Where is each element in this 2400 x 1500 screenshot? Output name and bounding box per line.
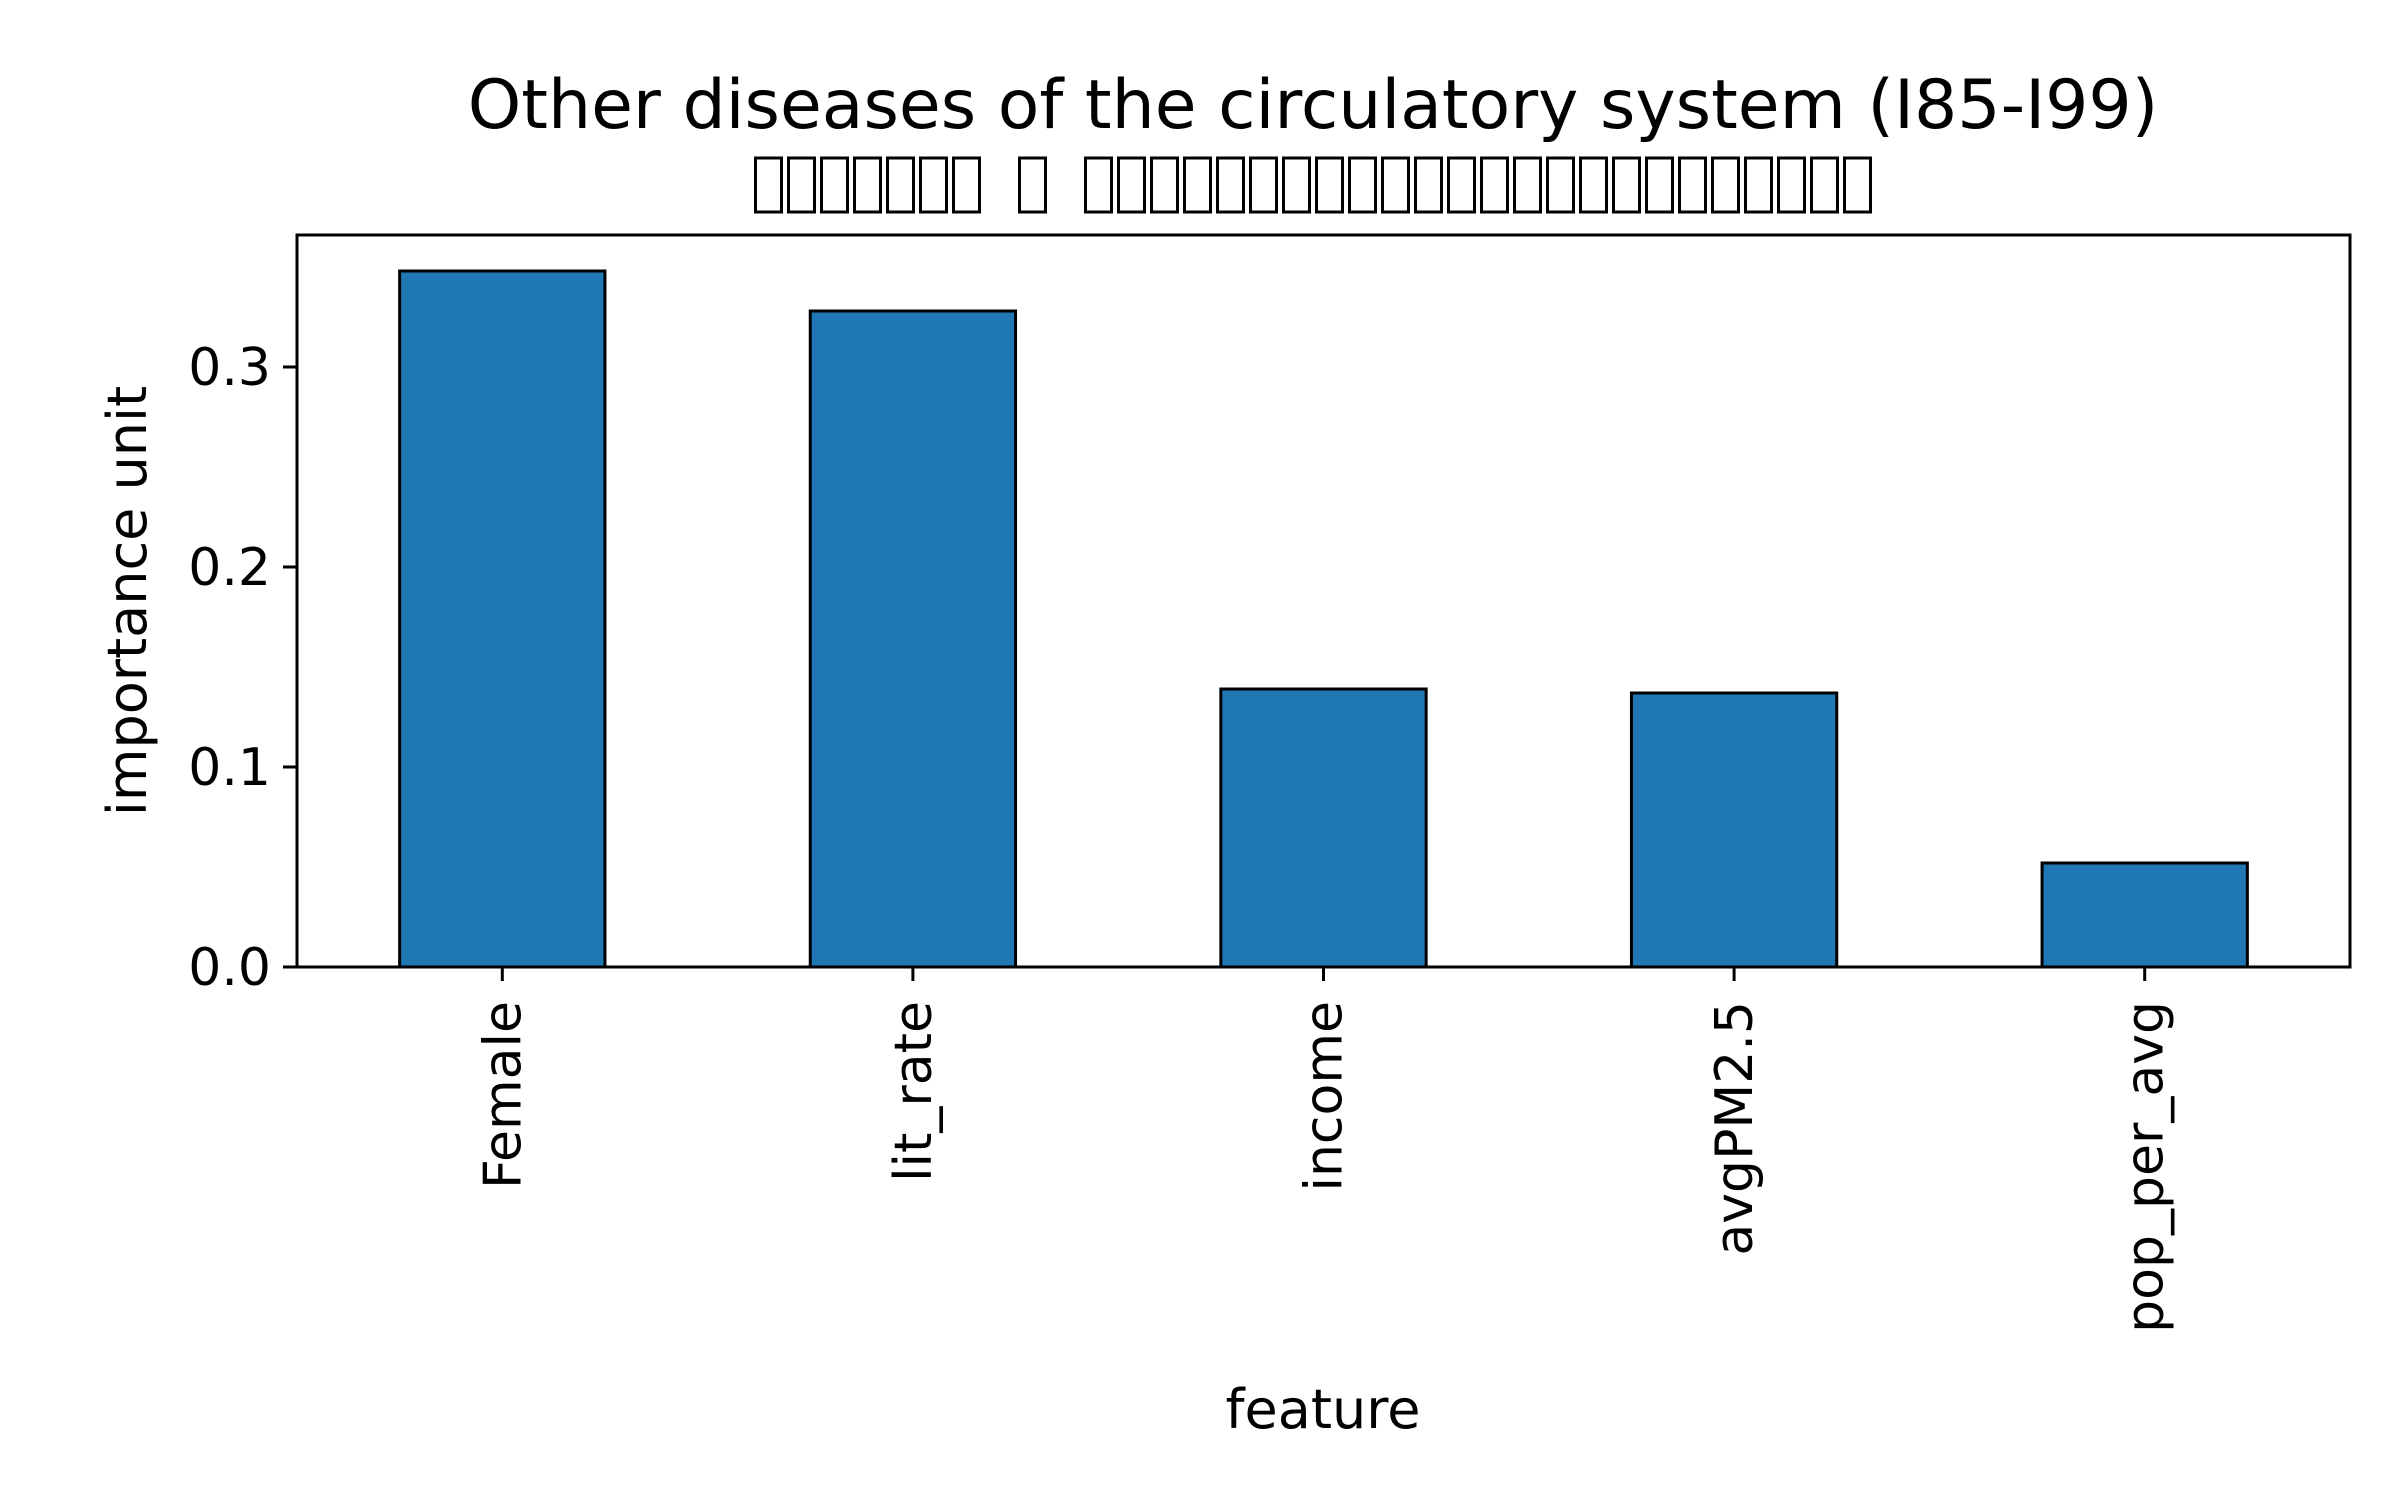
chart-subtitle-glyphs: [754, 156, 1872, 214]
missing-glyph-box: [1183, 156, 1212, 214]
missing-glyph-box: [1018, 156, 1047, 214]
x-axis-label: feature: [1226, 1378, 1421, 1441]
missing-glyph-box: [1150, 156, 1179, 214]
y-tick-label: 0.1: [188, 738, 271, 798]
y-axis-label: importance unit: [96, 386, 159, 816]
missing-glyph-box: [1414, 156, 1443, 214]
bar-lit-rate: [808, 309, 1018, 969]
bar-female: [398, 269, 607, 969]
missing-glyph-box: [1249, 156, 1278, 214]
missing-glyph-box: [1744, 156, 1773, 214]
bar-avgpm2-5: [1629, 691, 1839, 969]
missing-glyph-box: [1843, 156, 1872, 214]
missing-glyph-box: [1480, 156, 1509, 214]
missing-glyph-box: [1348, 156, 1377, 214]
missing-glyph-box: [1711, 156, 1740, 214]
bars-group: [398, 269, 2249, 969]
missing-glyph-box: [1546, 156, 1575, 214]
x-tick-label: income: [1295, 1001, 1355, 1191]
missing-glyph-box: [1084, 156, 1113, 214]
missing-glyph-box: [787, 156, 816, 214]
missing-glyph-box: [1315, 156, 1344, 214]
missing-glyph-box: [1612, 156, 1641, 214]
missing-glyph-box: [1381, 156, 1410, 214]
x-tick-label: avgPM2.5: [1705, 1001, 1765, 1256]
missing-glyph-box: [1645, 156, 1674, 214]
bar-income: [1219, 687, 1428, 969]
x-tick-label: Female: [473, 1001, 533, 1189]
missing-glyph-box: [919, 156, 948, 214]
x-tick-label: pop_per_avg: [2116, 1001, 2176, 1333]
y-axis: 0.0 0.1 0.2 0.3: [188, 338, 297, 998]
chart-title: Other diseases of the circulatory system…: [468, 66, 2158, 145]
missing-glyph-box: [820, 156, 849, 214]
missing-glyph-box: [754, 156, 783, 214]
missing-glyph-box: [886, 156, 915, 214]
missing-glyph-box: [853, 156, 882, 214]
missing-glyph-box: [1447, 156, 1476, 214]
missing-glyph-box: [1282, 156, 1311, 214]
y-tick-label: 0.3: [188, 338, 271, 398]
missing-glyph-box: [1513, 156, 1542, 214]
x-tick-label: lit_rate: [884, 1001, 944, 1182]
y-tick-label: 0.2: [188, 538, 271, 598]
x-axis: Female lit_rate income avgPM2.5 pop_per_avg: [473, 967, 2176, 1333]
bar-pop-per-avg: [2040, 861, 2249, 969]
missing-glyph-box: [1810, 156, 1839, 214]
missing-glyph-box: [952, 156, 981, 214]
missing-glyph-box: [1117, 156, 1146, 214]
missing-glyph-box: [1678, 156, 1707, 214]
y-tick-label: 0.0: [188, 938, 271, 998]
missing-glyph-box: [1216, 156, 1245, 214]
missing-glyph-box: [1777, 156, 1806, 214]
missing-glyph-box: [1579, 156, 1608, 214]
